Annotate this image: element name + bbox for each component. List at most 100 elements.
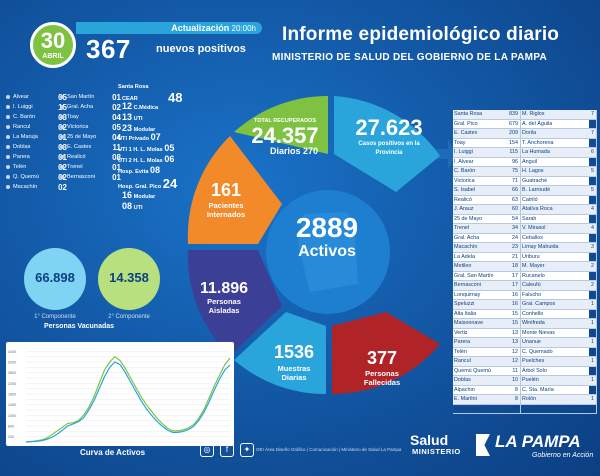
- facebook-icon[interactable]: f: [220, 443, 234, 457]
- hosp-evita-label: Hosp. Evita: [118, 169, 149, 175]
- table-row: La Adela 21 Uriburu 2: [453, 252, 597, 262]
- pico-modular-value: 16: [122, 190, 133, 200]
- active-value: 2889: [295, 212, 359, 243]
- table-cell-count: 839: [499, 110, 521, 120]
- hosp-evita: Hosp. Evita 08: [118, 166, 160, 176]
- uti-value: 13: [122, 112, 133, 122]
- daily-label: Diarios: [269, 146, 301, 156]
- table-cell-town: C. Quemado: [520, 347, 577, 357]
- table-cell-town: Uriburu: [520, 252, 577, 262]
- table-cell-town: Maisonnave: [453, 318, 499, 329]
- table-cell-count: 154: [499, 138, 521, 148]
- towns_left-row: Parera01: [6, 152, 67, 162]
- table-cell-count: 1: [577, 328, 597, 338]
- table-cell-town: Unanue: [520, 337, 577, 348]
- table-cell-town: Alpachiri: [453, 385, 499, 395]
- bullet-icon: [60, 95, 64, 99]
- active-center: 2889 Activos: [283, 212, 371, 261]
- town-value: 08: [112, 152, 121, 162]
- town-name: Victorica: [67, 123, 89, 130]
- table-row: Alta Italia 15 Conhello 1: [453, 309, 597, 319]
- table-row: E. Martini 8 Rolón 1: [453, 394, 597, 405]
- isolated-value: 11.896: [199, 280, 249, 297]
- bullet-icon: [6, 135, 10, 139]
- cases-segment: [334, 96, 440, 192]
- towns_mid-row: Victorica 05: [60, 122, 121, 132]
- table-cell-count: 12: [499, 347, 521, 357]
- modular-value: 23: [122, 123, 133, 133]
- bullet-icon: [6, 185, 10, 189]
- table-cell-town: M. Mayer: [520, 261, 577, 272]
- bullet-icon: [60, 135, 64, 139]
- y-tick-label: 1000: [8, 414, 16, 418]
- table-cell-count: 96: [499, 157, 521, 167]
- table-cell-count: 71: [499, 176, 521, 186]
- table-row: Trenel 34 V. Mirasol 4: [453, 223, 597, 234]
- table-cell-count: 5: [577, 185, 597, 196]
- town-name: Telén: [13, 163, 27, 170]
- table-cell-town: Gral. Campos: [520, 299, 577, 310]
- town-name: San Martín: [67, 93, 95, 100]
- town-value: 01: [112, 162, 121, 172]
- town-name: Macachín: [13, 183, 38, 190]
- instagram-icon[interactable]: ◎: [200, 443, 214, 457]
- table-cell-town: I. Alvear: [453, 157, 499, 167]
- vac-caption: Personas Vacunadas: [44, 323, 115, 330]
- bullet-icon: [6, 175, 10, 179]
- towns_mid-row: Bernasconi 01: [60, 172, 121, 182]
- table-cell-count: 75: [499, 166, 521, 177]
- towns_left-row: Rancul02: [6, 122, 67, 132]
- table-cell-town: J. Arauz: [453, 204, 499, 215]
- recovered-value: 24.357: [251, 123, 319, 148]
- table-cell-town: C. Barón: [453, 166, 499, 177]
- table-cell-count: 10: [499, 375, 521, 386]
- table-row: C. Barón 75 H. Lagos 5: [453, 166, 597, 177]
- la-pampa-shield-icon: [476, 434, 490, 456]
- y-tick-label: 600: [8, 425, 14, 429]
- table-row: Quetrequén 8: [453, 404, 597, 414]
- table-cell-town: Árbol Solo: [520, 366, 577, 376]
- table-cell-count: 6: [577, 138, 597, 148]
- cases-by-town-table: Santa Rosa 839 M. Riglos 7 Gral. Pico 679 A. d…: [453, 110, 597, 414]
- table-cell-count: 17: [499, 280, 521, 291]
- cases-value: 27.623: [355, 115, 423, 140]
- table-cell-count: 5: [577, 166, 597, 177]
- ministerio-label: MINISTERIO: [412, 447, 461, 456]
- daily-recovered: Diarios 270: [254, 146, 334, 156]
- vac-first-value: 66.898: [35, 270, 75, 285]
- table-cell-town: Realicó: [453, 195, 499, 205]
- towns_left-row: I. Luiggi15: [6, 102, 67, 112]
- bullet-icon: [6, 165, 10, 169]
- table-cell-town: Dorila: [520, 128, 577, 139]
- pico-modular-label: Modular: [133, 194, 156, 200]
- uti1-label: UTI 1 H. L. Molas: [118, 147, 163, 153]
- table-cell-town: Puelches: [520, 356, 577, 367]
- table-cell-town: Quetrequén: [453, 404, 499, 414]
- vac-second-circle: [98, 248, 160, 310]
- town-name: Toay: [67, 113, 79, 120]
- towns_mid-row: E. Castex 11: [60, 142, 121, 152]
- table-cell-count: 63: [499, 195, 521, 205]
- twitter-icon[interactable]: ✦: [240, 443, 254, 457]
- table-cell-count: 1: [577, 299, 597, 310]
- table-cell-town: H. Lagos: [520, 166, 577, 177]
- towns_left-row: Q. Quemú02: [6, 172, 67, 182]
- town-name: Gral. Acha: [67, 103, 94, 110]
- table-cell-count: 23: [499, 242, 521, 253]
- bullet-icon: [60, 175, 64, 179]
- town-value: 02: [58, 182, 67, 192]
- table-cell-town: Lonquimay: [453, 290, 499, 300]
- table-row: S. Isabel 66 B. Larroudé 5: [453, 185, 597, 196]
- update-bar: Actualización 20:00h: [76, 22, 262, 34]
- bullet-icon: [60, 155, 64, 159]
- table-cell-town: Rolón: [520, 394, 577, 405]
- hospitalized-label: Pacientes Internados: [206, 201, 246, 219]
- town-value: 01: [112, 172, 121, 182]
- recovered-label: TOTAL RECUPERADOS: [253, 118, 317, 124]
- table-cell-count: 2: [577, 252, 597, 262]
- table-cell-count: 3: [577, 242, 597, 253]
- towns_left-row: La Maruja01: [6, 132, 67, 142]
- y-tick-label: 3400: [8, 350, 16, 354]
- table-cell-count: 2: [577, 271, 597, 281]
- table-row: J. Arauz 60 Atalíva Roca 4: [453, 204, 597, 215]
